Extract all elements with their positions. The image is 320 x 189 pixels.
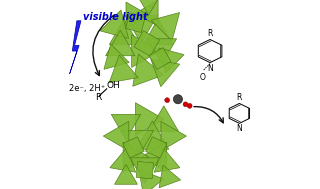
Text: O: O (200, 73, 205, 82)
Polygon shape (123, 137, 144, 158)
Polygon shape (132, 35, 160, 67)
Polygon shape (126, 13, 145, 33)
Polygon shape (135, 0, 158, 26)
Polygon shape (151, 59, 180, 87)
Polygon shape (154, 148, 180, 172)
Text: OH: OH (106, 81, 120, 91)
Text: N: N (236, 124, 242, 133)
Polygon shape (133, 54, 164, 86)
Polygon shape (147, 39, 177, 64)
Polygon shape (141, 142, 167, 172)
FancyArrowPatch shape (93, 15, 114, 76)
Polygon shape (159, 48, 184, 73)
Text: R: R (207, 29, 213, 38)
Text: 2e⁻, 2H⁺: 2e⁻, 2H⁺ (69, 84, 106, 93)
Polygon shape (139, 170, 164, 189)
Polygon shape (149, 106, 179, 131)
Polygon shape (198, 40, 222, 63)
Polygon shape (106, 30, 135, 56)
Polygon shape (136, 121, 169, 149)
Polygon shape (109, 55, 138, 83)
Polygon shape (146, 137, 167, 158)
Polygon shape (229, 103, 250, 123)
Polygon shape (159, 165, 180, 188)
Polygon shape (151, 12, 180, 41)
Polygon shape (121, 130, 154, 159)
Text: R: R (237, 93, 242, 102)
Polygon shape (143, 19, 173, 44)
Polygon shape (137, 0, 160, 15)
Polygon shape (149, 48, 171, 70)
Polygon shape (109, 19, 139, 44)
Circle shape (187, 103, 192, 108)
Polygon shape (70, 21, 81, 74)
Circle shape (183, 102, 188, 107)
Polygon shape (130, 158, 160, 183)
Circle shape (173, 95, 182, 104)
Polygon shape (115, 164, 137, 184)
Circle shape (165, 98, 170, 103)
Polygon shape (135, 103, 164, 136)
Polygon shape (110, 148, 136, 172)
Polygon shape (134, 31, 160, 56)
Polygon shape (100, 10, 129, 39)
Text: N: N (207, 64, 213, 73)
Polygon shape (125, 15, 157, 43)
Polygon shape (126, 2, 149, 28)
Polygon shape (123, 142, 149, 172)
Polygon shape (103, 121, 129, 151)
Polygon shape (161, 121, 187, 151)
Polygon shape (136, 161, 154, 179)
Polygon shape (111, 114, 141, 140)
Text: visible light: visible light (84, 12, 148, 22)
Polygon shape (104, 44, 129, 69)
FancyArrowPatch shape (194, 107, 223, 123)
Text: R: R (95, 93, 102, 102)
